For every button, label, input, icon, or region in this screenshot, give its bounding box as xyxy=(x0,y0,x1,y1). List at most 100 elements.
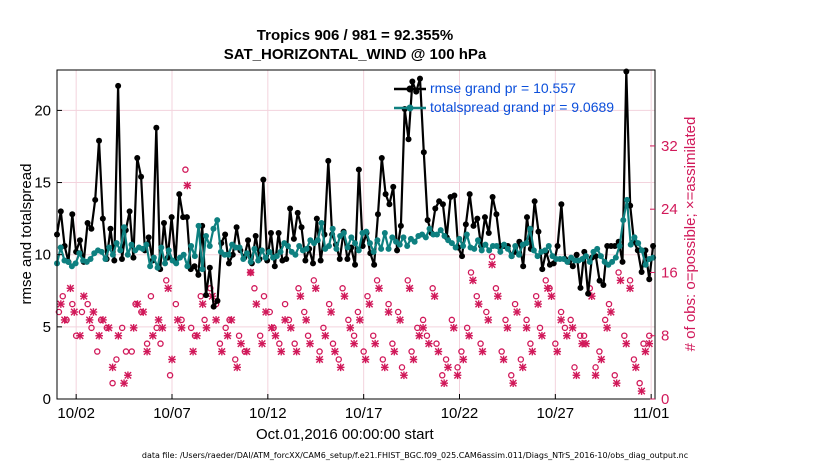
totalspread-point xyxy=(292,251,299,258)
totalspread-point xyxy=(143,241,150,248)
rmse-point xyxy=(84,219,91,226)
obs-assimilated-marker xyxy=(114,331,123,340)
rmse-point xyxy=(76,237,83,244)
obs-possible-marker xyxy=(260,292,268,300)
rmse-point xyxy=(600,282,607,289)
obs-possible-marker xyxy=(345,316,352,324)
totalspread-point xyxy=(515,251,522,258)
y-tick-label-left: 5 xyxy=(43,319,51,336)
obs-possible-marker xyxy=(172,300,180,308)
rmse-point xyxy=(520,263,527,270)
obs-possible-marker xyxy=(552,340,559,347)
totalspread-point xyxy=(258,247,265,254)
obs-possible-marker xyxy=(197,292,204,300)
obs-assimilated-marker xyxy=(543,284,552,293)
rmse-point xyxy=(424,217,431,224)
obs-assimilated-marker xyxy=(371,339,379,348)
obs-possible-marker xyxy=(577,332,584,339)
obs-possible-marker xyxy=(507,372,515,379)
obs-assimilated-marker xyxy=(80,292,88,300)
totalspread-point xyxy=(497,248,504,255)
rmse-point xyxy=(225,260,232,267)
rmse-point xyxy=(130,254,137,261)
totalspread-point xyxy=(240,256,247,263)
rmse-point xyxy=(206,264,213,271)
totalspread-point xyxy=(72,260,79,267)
obs-assimilated-marker xyxy=(350,339,358,348)
rmse-point xyxy=(585,290,592,297)
obs-possible-marker xyxy=(379,356,387,363)
obs-assimilated-marker xyxy=(444,363,452,372)
obs-assimilated-marker xyxy=(568,324,577,332)
obs-possible-marker xyxy=(404,277,411,284)
obs-possible-marker xyxy=(488,253,496,260)
obs-assimilated-marker xyxy=(396,316,404,324)
obs-assimilated-marker xyxy=(183,181,192,190)
obs-assimilated-marker xyxy=(425,339,433,348)
obs-assimilated-marker xyxy=(557,316,565,324)
rmse-point xyxy=(539,266,546,273)
obs-assimilated-marker xyxy=(459,355,468,364)
rmse-point xyxy=(462,221,469,228)
obs-assimilated-marker xyxy=(375,284,383,293)
obs-assimilated-marker xyxy=(488,260,496,269)
totalspread-point xyxy=(612,254,619,261)
x-tick-label: 11/01 xyxy=(633,405,669,422)
obs-possible-marker xyxy=(157,340,164,347)
totalspread-point xyxy=(273,253,280,260)
totalspread-point xyxy=(426,225,433,232)
rmse-point xyxy=(646,276,653,283)
obs-possible-marker xyxy=(442,356,450,363)
rmse-point xyxy=(355,166,362,173)
rmse-point xyxy=(359,243,366,250)
obs-assimilated-marker xyxy=(503,324,512,332)
totalspread-point xyxy=(318,219,325,226)
rmse-point xyxy=(416,75,423,82)
obs-possible-marker xyxy=(276,340,283,347)
totalspread-point xyxy=(545,243,552,250)
rmse-point xyxy=(275,230,282,237)
rmse-point xyxy=(298,224,305,231)
x-tick-label: 10/02 xyxy=(57,405,95,422)
totalspread-point xyxy=(385,245,392,252)
totalspread-point xyxy=(76,250,83,257)
obs-possible-marker xyxy=(369,332,377,339)
totalspread-point xyxy=(434,231,441,238)
obs-possible-marker xyxy=(621,332,628,339)
totalspread-point xyxy=(109,251,116,258)
obs-assimilated-marker xyxy=(582,339,590,348)
totalspread-point xyxy=(348,234,355,241)
obs-possible-marker xyxy=(561,324,569,332)
totalspread-point xyxy=(456,235,463,242)
obs-assimilated-marker xyxy=(85,316,94,324)
obs-possible-marker xyxy=(527,340,534,347)
legend-label-spread: totalspread grand pr = 9.0689 xyxy=(430,99,615,115)
obs-possible-marker xyxy=(216,340,224,347)
totalspread-point xyxy=(527,225,534,232)
obs-possible-marker xyxy=(477,340,484,347)
rmse-point xyxy=(352,261,359,268)
obs-possible-marker xyxy=(640,340,647,347)
rmse-point xyxy=(145,234,152,241)
totalspread-point xyxy=(188,243,195,250)
totalspread-point xyxy=(594,245,601,252)
totalspread-point xyxy=(616,243,623,250)
obs-assimilated-marker xyxy=(104,324,113,332)
obs-possible-marker xyxy=(339,285,346,292)
obs-possible-marker xyxy=(414,324,421,332)
rmse-point xyxy=(558,201,565,208)
obs-possible-marker xyxy=(235,332,243,339)
rmse-point xyxy=(619,258,626,265)
obs-assimilated-marker xyxy=(277,347,286,356)
obs-assimilated-marker xyxy=(108,363,117,372)
totalspread-point xyxy=(378,245,385,252)
totalspread-point xyxy=(251,245,258,252)
rmse-point xyxy=(233,224,240,231)
totalspread-point xyxy=(277,248,284,255)
obs-assimilated-marker xyxy=(434,347,443,356)
totalspread-point xyxy=(448,240,455,247)
totalspread-point xyxy=(493,243,500,250)
obs-count-markers xyxy=(55,166,654,395)
totalspread-point xyxy=(180,251,187,258)
y-tick-label-left: 10 xyxy=(34,247,51,264)
